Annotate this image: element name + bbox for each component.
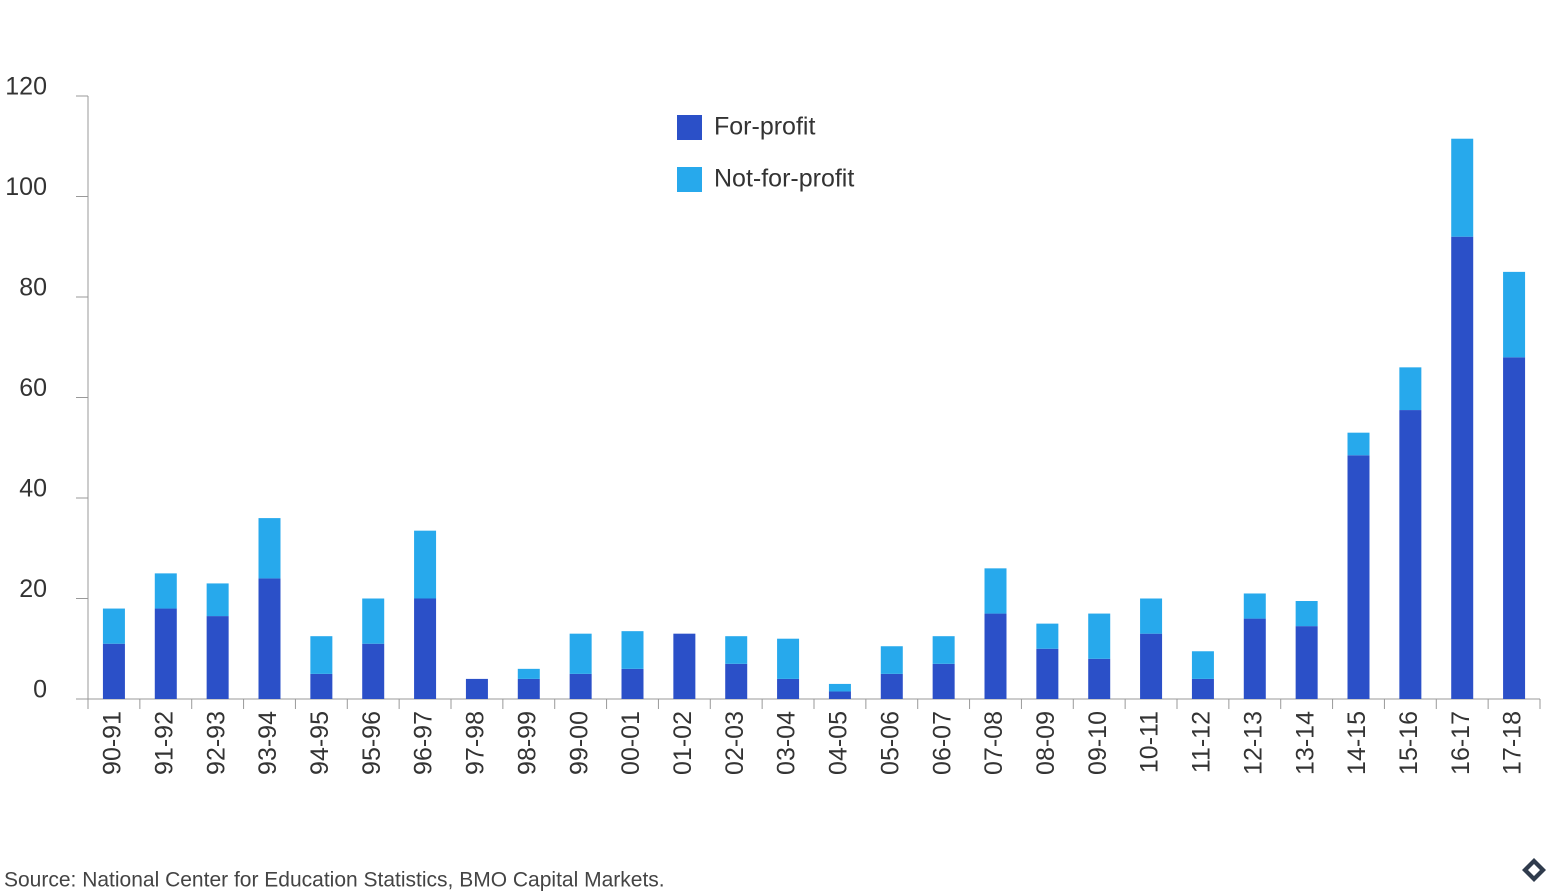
x-tick-label: 99-00 <box>565 711 593 775</box>
bar-segment <box>621 631 644 669</box>
x-tick-label: 97-98 <box>462 711 490 775</box>
x-tick-label: 09-10 <box>1084 711 1112 775</box>
x-tick-label: 01-02 <box>669 711 697 775</box>
bar-segment <box>206 583 229 617</box>
bar-segment <box>1088 613 1111 659</box>
x-tick-label: 91-92 <box>150 711 178 775</box>
bar-segment <box>621 668 644 699</box>
bar-segment <box>1036 623 1059 649</box>
bar-segment <box>1347 432 1370 456</box>
bar-segment <box>310 636 333 674</box>
legend-swatch <box>677 167 702 192</box>
bar-segment <box>880 673 903 699</box>
x-tick-label: 94-95 <box>306 711 334 775</box>
logo <box>1522 858 1546 882</box>
x-tick-label: 16-17 <box>1447 711 1475 775</box>
bar-segment <box>1140 633 1163 699</box>
bar-segment <box>1191 678 1214 699</box>
x-tick-label: 17-18 <box>1499 711 1527 775</box>
bar-segment <box>154 573 177 609</box>
y-tick-label: 0 <box>33 676 47 704</box>
x-tick-label: 13-14 <box>1291 711 1319 775</box>
x-tick-label: 08-09 <box>1032 711 1060 775</box>
bar-segment <box>517 678 540 699</box>
bar-segment <box>569 673 592 699</box>
bar-segment <box>414 530 437 599</box>
bar-segment <box>880 646 903 674</box>
x-tick-label: 14-15 <box>1343 711 1371 775</box>
x-tick-label: 95-96 <box>358 711 386 775</box>
bar-segment <box>1088 658 1111 699</box>
bar-segment <box>206 616 229 699</box>
bar-segment <box>569 633 592 674</box>
x-tick-label: 96-97 <box>410 711 438 775</box>
bar-segment <box>725 663 748 699</box>
x-tick-label: 92-93 <box>202 711 230 775</box>
bar-segment <box>1243 618 1266 699</box>
x-tick-label: 10-11 <box>1136 711 1164 773</box>
bar-segment <box>777 678 800 699</box>
x-tick-label: 03-04 <box>773 711 801 775</box>
x-tick-label: 02-03 <box>721 711 749 775</box>
y-tick-label: 80 <box>19 274 47 302</box>
bar-segment <box>1191 651 1214 679</box>
bar-segment <box>1451 138 1474 237</box>
bar-segment <box>828 691 851 699</box>
bar-segment <box>1243 593 1266 619</box>
bar-segment <box>154 608 177 699</box>
y-tick-label: 120 <box>5 73 47 101</box>
x-tick-label: 12-13 <box>1239 711 1267 775</box>
legend-label: For-profit <box>714 113 815 141</box>
bar-segment <box>1036 648 1059 699</box>
bar-segment <box>984 613 1007 699</box>
bar-segment <box>362 598 385 644</box>
bar-segment <box>1451 236 1474 699</box>
bar-segment <box>102 608 125 644</box>
x-tick-label: 05-06 <box>876 711 904 775</box>
source-note: Source: National Center for Education St… <box>4 869 665 892</box>
bar-segment <box>984 568 1007 614</box>
bar-segment <box>258 518 281 579</box>
bar-segment <box>465 678 488 699</box>
bar-segment <box>932 663 955 699</box>
bar-segment <box>310 673 333 699</box>
y-tick-label: 20 <box>19 575 47 603</box>
bar-segment <box>1295 626 1318 699</box>
bar-segment <box>517 668 540 679</box>
bar-segment <box>414 598 437 699</box>
bar-segment <box>1399 367 1422 411</box>
x-tick-label: 04-05 <box>825 711 853 775</box>
bar-segment <box>673 633 696 699</box>
x-tick-label: 15-16 <box>1395 711 1423 775</box>
bar-segment <box>1503 357 1526 699</box>
x-tick-label: 00-01 <box>617 711 645 775</box>
bar-segment <box>932 636 955 664</box>
legend-label: Not-for-profit <box>714 165 854 193</box>
bar-segment <box>828 683 851 692</box>
x-tick-label: 07-08 <box>980 711 1008 775</box>
bar-segment <box>725 636 748 664</box>
bar-segment <box>1347 455 1370 699</box>
bar-segment <box>1503 271 1526 358</box>
x-tick-label: 06-07 <box>928 711 956 775</box>
legend-swatch <box>677 115 702 140</box>
x-tick-label: 98-99 <box>513 711 541 775</box>
bar-segment <box>258 578 281 699</box>
y-tick-label: 40 <box>19 475 47 503</box>
bar-segment <box>777 638 800 679</box>
bar-segment <box>1140 598 1163 634</box>
bar-segment <box>1399 410 1422 699</box>
y-tick-label: 60 <box>19 374 47 402</box>
bar-segment <box>1295 601 1318 627</box>
x-tick-label: 11-12 <box>1188 711 1216 773</box>
x-tick-label: 90-91 <box>99 711 127 775</box>
y-tick-label: 100 <box>5 173 47 201</box>
x-tick-label: 93-94 <box>254 711 282 775</box>
bar-segment <box>102 643 125 699</box>
bar-segment <box>362 643 385 699</box>
